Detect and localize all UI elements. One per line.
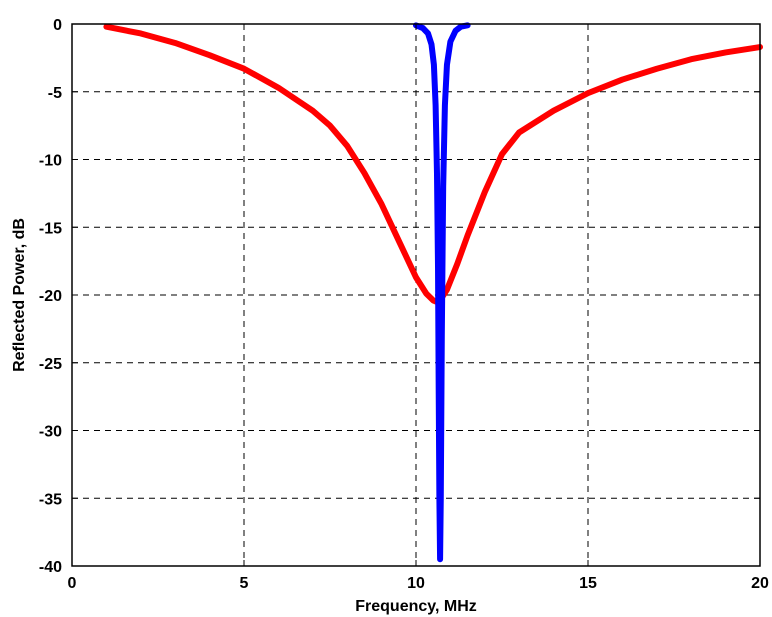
x-tick-label: 15 — [579, 575, 597, 592]
x-tick-label: 10 — [407, 575, 425, 592]
grid — [72, 24, 760, 566]
y-axis-label: Reflected Power, dB — [11, 218, 28, 372]
y-tick-label: -30 — [39, 424, 62, 441]
y-tick-label: -10 — [39, 153, 62, 170]
series-line-2 — [413, 22, 471, 563]
y-tick-label: -5 — [48, 85, 62, 102]
y-tick-label: -25 — [39, 356, 62, 373]
x-tick-label: 0 — [68, 575, 77, 592]
y-tick-label: 0 — [53, 17, 62, 34]
x-axis-label: Frequency, MHz — [355, 598, 477, 615]
y-tick-label: -20 — [39, 288, 62, 305]
ticks: 0 5 10 15 20 0 -5 -10 -15 -20 -25 -30 -35 -40 — [39, 17, 769, 592]
y-tick-label: -15 — [39, 220, 62, 237]
series-line-1 — [103, 23, 763, 305]
x-tick-label: 20 — [751, 575, 769, 592]
y-tick-label: -40 — [39, 559, 62, 576]
x-tick-label: 5 — [240, 575, 249, 592]
y-tick-label: -35 — [39, 491, 62, 508]
series-layer — [103, 22, 763, 563]
